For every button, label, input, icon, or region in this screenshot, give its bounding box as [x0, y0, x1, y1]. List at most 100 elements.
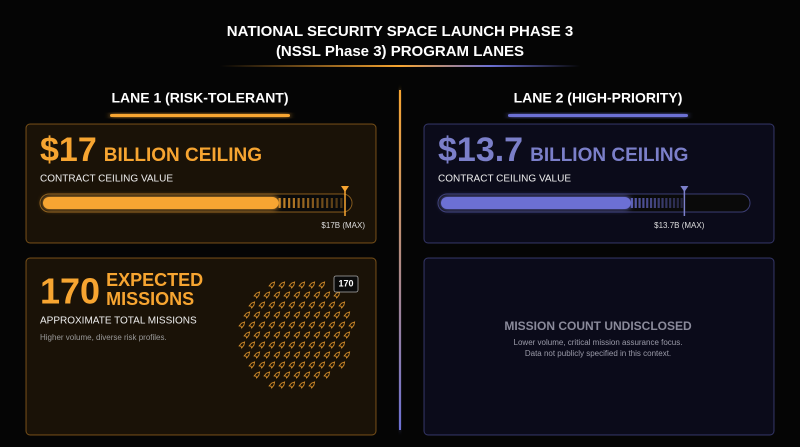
missions-note: Lower volume, critical mission assurance…	[514, 338, 683, 347]
rocket-icon	[278, 321, 286, 329]
rocket-icon	[268, 321, 276, 329]
rocket-icon	[268, 381, 276, 389]
rocket-icon	[248, 321, 256, 329]
rocket-icon	[338, 321, 346, 329]
rocket-icon	[318, 281, 326, 289]
ceiling-unit: BILLION CEILING	[104, 145, 262, 166]
rocket-icon	[288, 301, 296, 309]
rocket-icon	[268, 281, 276, 289]
title-line: (NSSL Phase 3) PROGRAM LANES	[276, 43, 524, 60]
rocket-icon	[338, 361, 346, 369]
rocket-icon	[273, 311, 281, 319]
bar-segment	[330, 198, 333, 208]
rocket-icon	[323, 331, 331, 339]
bar-segment	[649, 198, 653, 208]
rocket-icon	[238, 341, 246, 349]
rocket-icon	[268, 361, 276, 369]
rocket-icon	[258, 321, 266, 329]
bar-segment	[638, 198, 641, 208]
bar-segment	[676, 198, 679, 208]
rocket-icon	[238, 321, 246, 329]
bar-segment	[292, 198, 295, 208]
rocket-icon	[273, 351, 281, 359]
ceiling-card	[423, 123, 775, 244]
rocket-icon	[303, 351, 311, 359]
bar-max-label: $17B (MAX)	[321, 221, 365, 230]
lane-heading-underline	[110, 114, 290, 117]
rocket-icon	[343, 311, 351, 319]
missions-note: Higher volume, diverse risk profiles.	[40, 333, 167, 342]
rocket-icon	[268, 301, 276, 309]
rocket-icon	[278, 281, 286, 289]
lane-heading: LANE 1 (RISK-TOLERANT)	[111, 90, 288, 106]
bar-fill	[441, 197, 631, 209]
rocket-icon	[263, 371, 271, 379]
rocket-icon	[298, 361, 306, 369]
rocket-icon	[333, 311, 341, 319]
bar-segment	[630, 198, 634, 208]
rocket-icon	[308, 281, 316, 289]
rocket-icon	[278, 341, 286, 349]
bar-segment	[321, 198, 324, 208]
rocket-icon	[293, 291, 301, 299]
missions-note: Data not publicly specified in this cont…	[525, 349, 671, 358]
missions-badge-label: 170	[338, 278, 353, 288]
rocket-icon	[318, 361, 326, 369]
rocket-icon	[348, 321, 356, 329]
rocket-icon	[298, 341, 306, 349]
rocket-icon	[248, 341, 256, 349]
missions-card	[25, 257, 377, 436]
rocket-icon	[313, 291, 321, 299]
ceiling-value: $13.7	[438, 131, 523, 169]
rocket-icon	[303, 371, 311, 379]
title-line: NATIONAL SECURITY SPACE LAUNCH PHASE 3	[227, 23, 573, 40]
rocket-icon	[323, 351, 331, 359]
rocket-icon	[258, 301, 266, 309]
rocket-icon	[313, 311, 321, 319]
rocket-icon	[293, 351, 301, 359]
rocket-icon	[343, 351, 351, 359]
missions-unit: EXPECTED	[106, 270, 203, 290]
bar-segment	[646, 198, 649, 208]
rocket-icon	[288, 341, 296, 349]
rocket-icon	[333, 331, 341, 339]
rocket-icon	[308, 301, 316, 309]
rocket-icon	[263, 351, 271, 359]
rocket-icon	[293, 371, 301, 379]
rocket-icon	[283, 351, 291, 359]
rocket-icon	[253, 371, 261, 379]
rocket-icon	[283, 371, 291, 379]
rocket-icon	[313, 351, 321, 359]
rocket-icon	[308, 381, 316, 389]
bar-segment	[316, 198, 319, 208]
rocket-icon	[258, 341, 266, 349]
bar-segment	[657, 198, 660, 208]
ceiling-caption: CONTRACT CEILING VALUE	[40, 174, 173, 185]
missions-badge	[333, 275, 359, 293]
rocket-icon	[278, 301, 286, 309]
rocket-icon	[318, 301, 326, 309]
bar-fill	[43, 197, 279, 209]
rocket-icon	[298, 301, 306, 309]
bar-segment	[653, 198, 656, 208]
bar-segment	[302, 198, 305, 208]
rocket-icon	[328, 321, 336, 329]
missions-unit: MISSIONS	[106, 289, 194, 309]
ceiling-unit: BILLION CEILING	[530, 145, 688, 166]
rocket-icon	[298, 321, 306, 329]
rocket-icon	[288, 281, 296, 289]
missions-caption: APPROXIMATE TOTAL MISSIONS	[40, 316, 197, 327]
rocket-icon	[273, 371, 281, 379]
rocket-icon	[273, 331, 281, 339]
rocket-icon	[273, 291, 281, 299]
rocket-icon	[308, 341, 316, 349]
rocket-icon	[313, 371, 321, 379]
bar-segment	[680, 198, 683, 208]
ceiling-card	[25, 123, 377, 244]
rocket-icon	[248, 301, 256, 309]
rocket-icon	[308, 321, 316, 329]
rocket-icon	[288, 381, 296, 389]
rocket-icon	[333, 351, 341, 359]
rocket-icon	[258, 361, 266, 369]
